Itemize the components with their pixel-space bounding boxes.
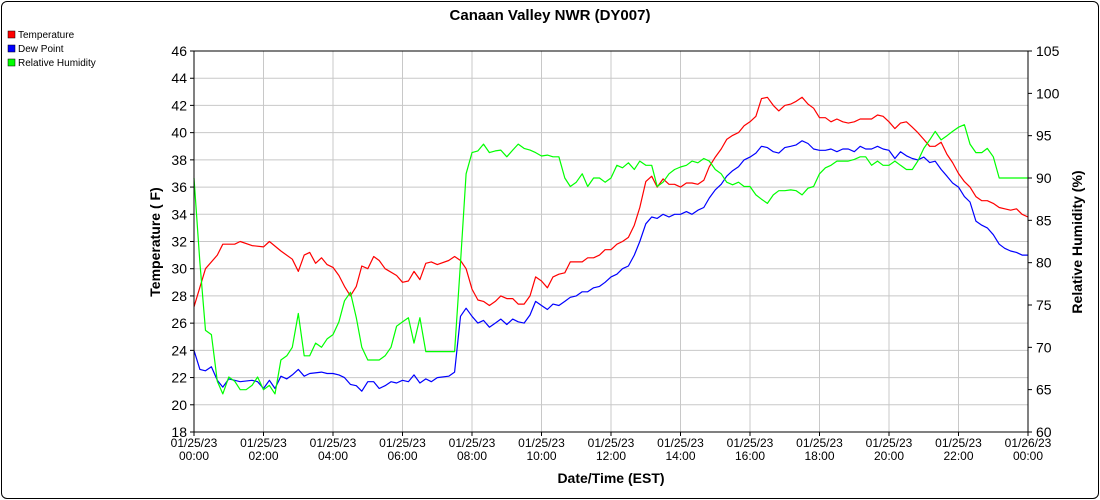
y-tick-label: 32 (171, 234, 187, 250)
series-lines (193, 96, 1029, 395)
y-tick-label: 42 (171, 97, 187, 113)
y2-tick-label: 95 (1036, 128, 1052, 144)
x-tick-date-label: 01/25/23 (796, 436, 843, 450)
chart-title: Canaan Valley NWR (DY007) (450, 7, 651, 24)
y-tick-label: 22 (171, 370, 187, 386)
x-tick-date-label: 01/26/23 (1005, 436, 1052, 450)
x-tick-date-label: 01/25/23 (449, 436, 496, 450)
y-tick-label: 34 (171, 206, 187, 222)
y-tick-label: 30 (171, 261, 187, 277)
y2-tick-label: 85 (1036, 212, 1052, 228)
y-tick-label: 36 (171, 179, 187, 195)
y2-axis-title: Relative Humidity (%) (1069, 170, 1085, 313)
y2-tick-label: 70 (1036, 339, 1052, 355)
x-tick-date-label: 01/25/23 (171, 436, 218, 450)
y-tick-label: 20 (171, 397, 187, 413)
y-tick-label: 28 (171, 288, 187, 304)
x-tick-time-label: 22:00 (943, 449, 973, 463)
x-tick-date-label: 01/25/23 (866, 436, 913, 450)
series-line-temperature (193, 96, 1029, 307)
x-tick-time-label: 00:00 (1013, 449, 1043, 463)
y-tick-label: 18 (171, 424, 187, 440)
x-tick-date-label: 01/25/23 (240, 436, 287, 450)
y-tick-label: 40 (171, 125, 187, 141)
x-axis-title: Date/Time (EST) (557, 470, 664, 486)
x-tick-time-label: 06:00 (387, 449, 417, 463)
legend: Temperature Dew Point Relative Humidity (7, 30, 96, 69)
legend-label-relative-humidity: Relative Humidity (18, 58, 96, 69)
series-line-relative-humidity (193, 124, 1028, 395)
y-tick-label: 24 (171, 342, 187, 358)
legend-swatch-relative-humidity (7, 58, 16, 67)
y-tick-label: 46 (171, 43, 187, 59)
x-tick-time-label: 00:00 (179, 449, 209, 463)
axes (190, 50, 1032, 436)
x-tick-time-label: 02:00 (248, 449, 278, 463)
x-tick-time-label: 18:00 (804, 449, 834, 463)
grid (193, 50, 1029, 433)
y-tick-label: 26 (171, 315, 187, 331)
y2-tick-label: 65 (1036, 382, 1052, 398)
x-tick-time-label: 10:00 (526, 449, 556, 463)
tick-labels: 18 20 22 24 26 28 30 32 34 36 38 40 42 44 46 60 65 70 75 80… (171, 43, 1060, 463)
legend-label-dew-point: Dew Point (18, 44, 64, 55)
y2-tick-label: 60 (1036, 424, 1052, 440)
y2-tick-label: 90 (1036, 170, 1052, 186)
y2-tick-label: 100 (1036, 85, 1060, 101)
y-tick-label: 38 (171, 152, 187, 168)
x-tick-time-label: 04:00 (318, 449, 348, 463)
y2-tick-label: 105 (1036, 43, 1060, 59)
x-tick-time-label: 14:00 (665, 449, 695, 463)
legend-swatch-temperature (7, 30, 16, 39)
x-tick-date-label: 01/25/23 (657, 436, 704, 450)
series-line-dew-point (193, 140, 1028, 392)
x-tick-date-label: 01/25/23 (379, 436, 426, 450)
x-tick-date-label: 01/25/23 (727, 436, 774, 450)
x-tick-date-label: 01/25/23 (588, 436, 635, 450)
x-tick-date-label: 01/25/23 (518, 436, 565, 450)
x-tick-time-label: 12:00 (596, 449, 626, 463)
x-tick-time-label: 08:00 (457, 449, 487, 463)
x-tick-date-label: 01/25/23 (935, 436, 982, 450)
y2-tick-label: 75 (1036, 297, 1052, 313)
legend-swatch-dew-point (7, 44, 16, 53)
y-axis-title: Temperature ( F) (147, 187, 163, 296)
legend-label-temperature: Temperature (18, 30, 75, 41)
x-tick-time-label: 20:00 (874, 449, 904, 463)
x-tick-date-label: 01/25/23 (310, 436, 357, 450)
y2-tick-label: 80 (1036, 255, 1052, 271)
y-tick-label: 44 (171, 70, 187, 86)
x-tick-time-label: 16:00 (735, 449, 765, 463)
